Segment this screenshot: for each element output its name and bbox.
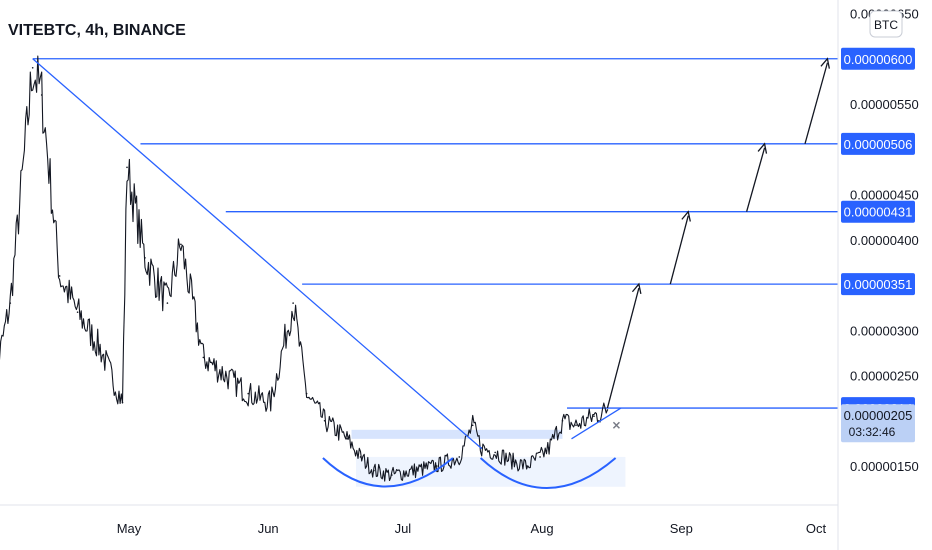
price-level-lines xyxy=(32,58,838,409)
x-tick-label-1: May xyxy=(117,521,142,536)
projection-arrow-0 xyxy=(606,287,640,409)
resistance-zone xyxy=(351,429,626,487)
price-level-tags: 0.00000600 0.00000506 0.00000431 0.00000351… xyxy=(841,47,915,443)
y-tick-label-2: 0.00000450 xyxy=(850,188,919,203)
price-level-tag-label-0: 0.00000600 xyxy=(844,52,913,67)
resistance-zone-band xyxy=(351,429,563,439)
price-point-24 xyxy=(436,465,438,467)
cup-arc-left xyxy=(322,457,454,488)
current-price-countdown: 03:32:46 xyxy=(849,425,896,439)
currency-badge-box xyxy=(869,10,903,38)
time-axis: prMayJunJulAugSepOct xyxy=(0,521,826,536)
x-tick-label-2: Jun xyxy=(258,521,279,536)
currency-badge[interactable]: BTC xyxy=(869,10,903,38)
price-point-11 xyxy=(180,243,182,246)
x-tick-label-4: Aug xyxy=(531,521,554,536)
projection-arrowhead-2 xyxy=(757,142,768,154)
price-point-36 xyxy=(606,409,609,411)
price-point-16 xyxy=(292,302,294,304)
projection-arrow-1 xyxy=(669,215,689,285)
price-point-10 xyxy=(166,302,169,304)
y-tick-label-3: 0.00000400 xyxy=(850,233,919,248)
y-tick-label-4: 0.00000300 xyxy=(850,323,919,338)
price-level-tag-label-3: 0.00000351 xyxy=(844,277,913,292)
price-point-3 xyxy=(40,94,43,96)
base-zone-band xyxy=(355,456,626,487)
price-point-18 xyxy=(323,419,326,422)
price-point-34 xyxy=(575,424,577,427)
price-point-12 xyxy=(202,356,205,359)
x-tick-label-3: Jul xyxy=(395,521,412,536)
price-point-17 xyxy=(305,392,308,395)
price-point-7 xyxy=(121,401,124,404)
projection-arrowhead-3 xyxy=(820,57,830,69)
price-line xyxy=(0,55,608,482)
price-point-28 xyxy=(494,451,496,454)
price-point-1 xyxy=(9,302,12,304)
price-point-33 xyxy=(561,419,564,422)
currency-badge-label: BTC xyxy=(874,18,898,32)
price-point-9 xyxy=(144,257,146,259)
trend-drawings xyxy=(32,57,830,489)
price-point-30 xyxy=(525,465,528,467)
projection-arrow-2 xyxy=(745,147,766,212)
price-level-tag-1 xyxy=(841,132,915,155)
price-point-26 xyxy=(471,424,474,427)
price-level-tag-0 xyxy=(841,47,915,70)
x-tick-label-6: Oct xyxy=(806,521,827,536)
price-point-23 xyxy=(413,469,416,472)
price-point-5 xyxy=(76,311,79,313)
price-point-8 xyxy=(126,166,128,169)
price-point-4 xyxy=(58,275,61,277)
projection-arrowhead-0 xyxy=(631,282,642,295)
y-tick-label-6: 0.00000150 xyxy=(850,459,919,474)
price-point-13 xyxy=(224,374,227,377)
cup-arc-right xyxy=(479,457,617,489)
price-point-21 xyxy=(373,469,375,472)
chart-title: VITEBTC, 4h, BINANCE xyxy=(8,22,186,39)
price-axis: 0.000006500.000005500.000004500.00000400… xyxy=(850,7,919,475)
y-tick-label-5: 0.00000250 xyxy=(850,369,919,384)
price-point-31 xyxy=(539,456,541,458)
price-series xyxy=(0,55,609,482)
downtrend-line xyxy=(32,58,483,450)
price-point-25 xyxy=(458,456,461,458)
close-marker-icon xyxy=(612,421,620,429)
price-point-20 xyxy=(359,456,362,458)
price-level-tag-2 xyxy=(841,200,915,223)
price-point-19 xyxy=(346,438,348,440)
price-point-35 xyxy=(593,415,595,418)
price-level-tag-label-2: 0.00000431 xyxy=(844,205,913,220)
price-level-tag-label-1: 0.00000506 xyxy=(844,137,913,152)
current-price-box xyxy=(841,404,915,443)
price-point-29 xyxy=(512,460,514,463)
price-point-14 xyxy=(247,392,250,395)
price-point-22 xyxy=(391,474,393,476)
price-point-32 xyxy=(548,447,550,449)
price-point-6 xyxy=(99,347,101,350)
current-price-label: 0.00000205 xyxy=(844,408,913,423)
x-tick-label-5: Sep xyxy=(670,521,693,536)
price-point-15 xyxy=(269,401,272,404)
price-level-tag-3 xyxy=(841,273,915,296)
projection-arrowhead-1 xyxy=(681,210,691,222)
breakout-line xyxy=(571,407,622,440)
price-point-2 xyxy=(31,67,34,69)
y-tick-label-1: 0.00000550 xyxy=(850,97,919,112)
projection-arrow-3 xyxy=(804,62,829,144)
